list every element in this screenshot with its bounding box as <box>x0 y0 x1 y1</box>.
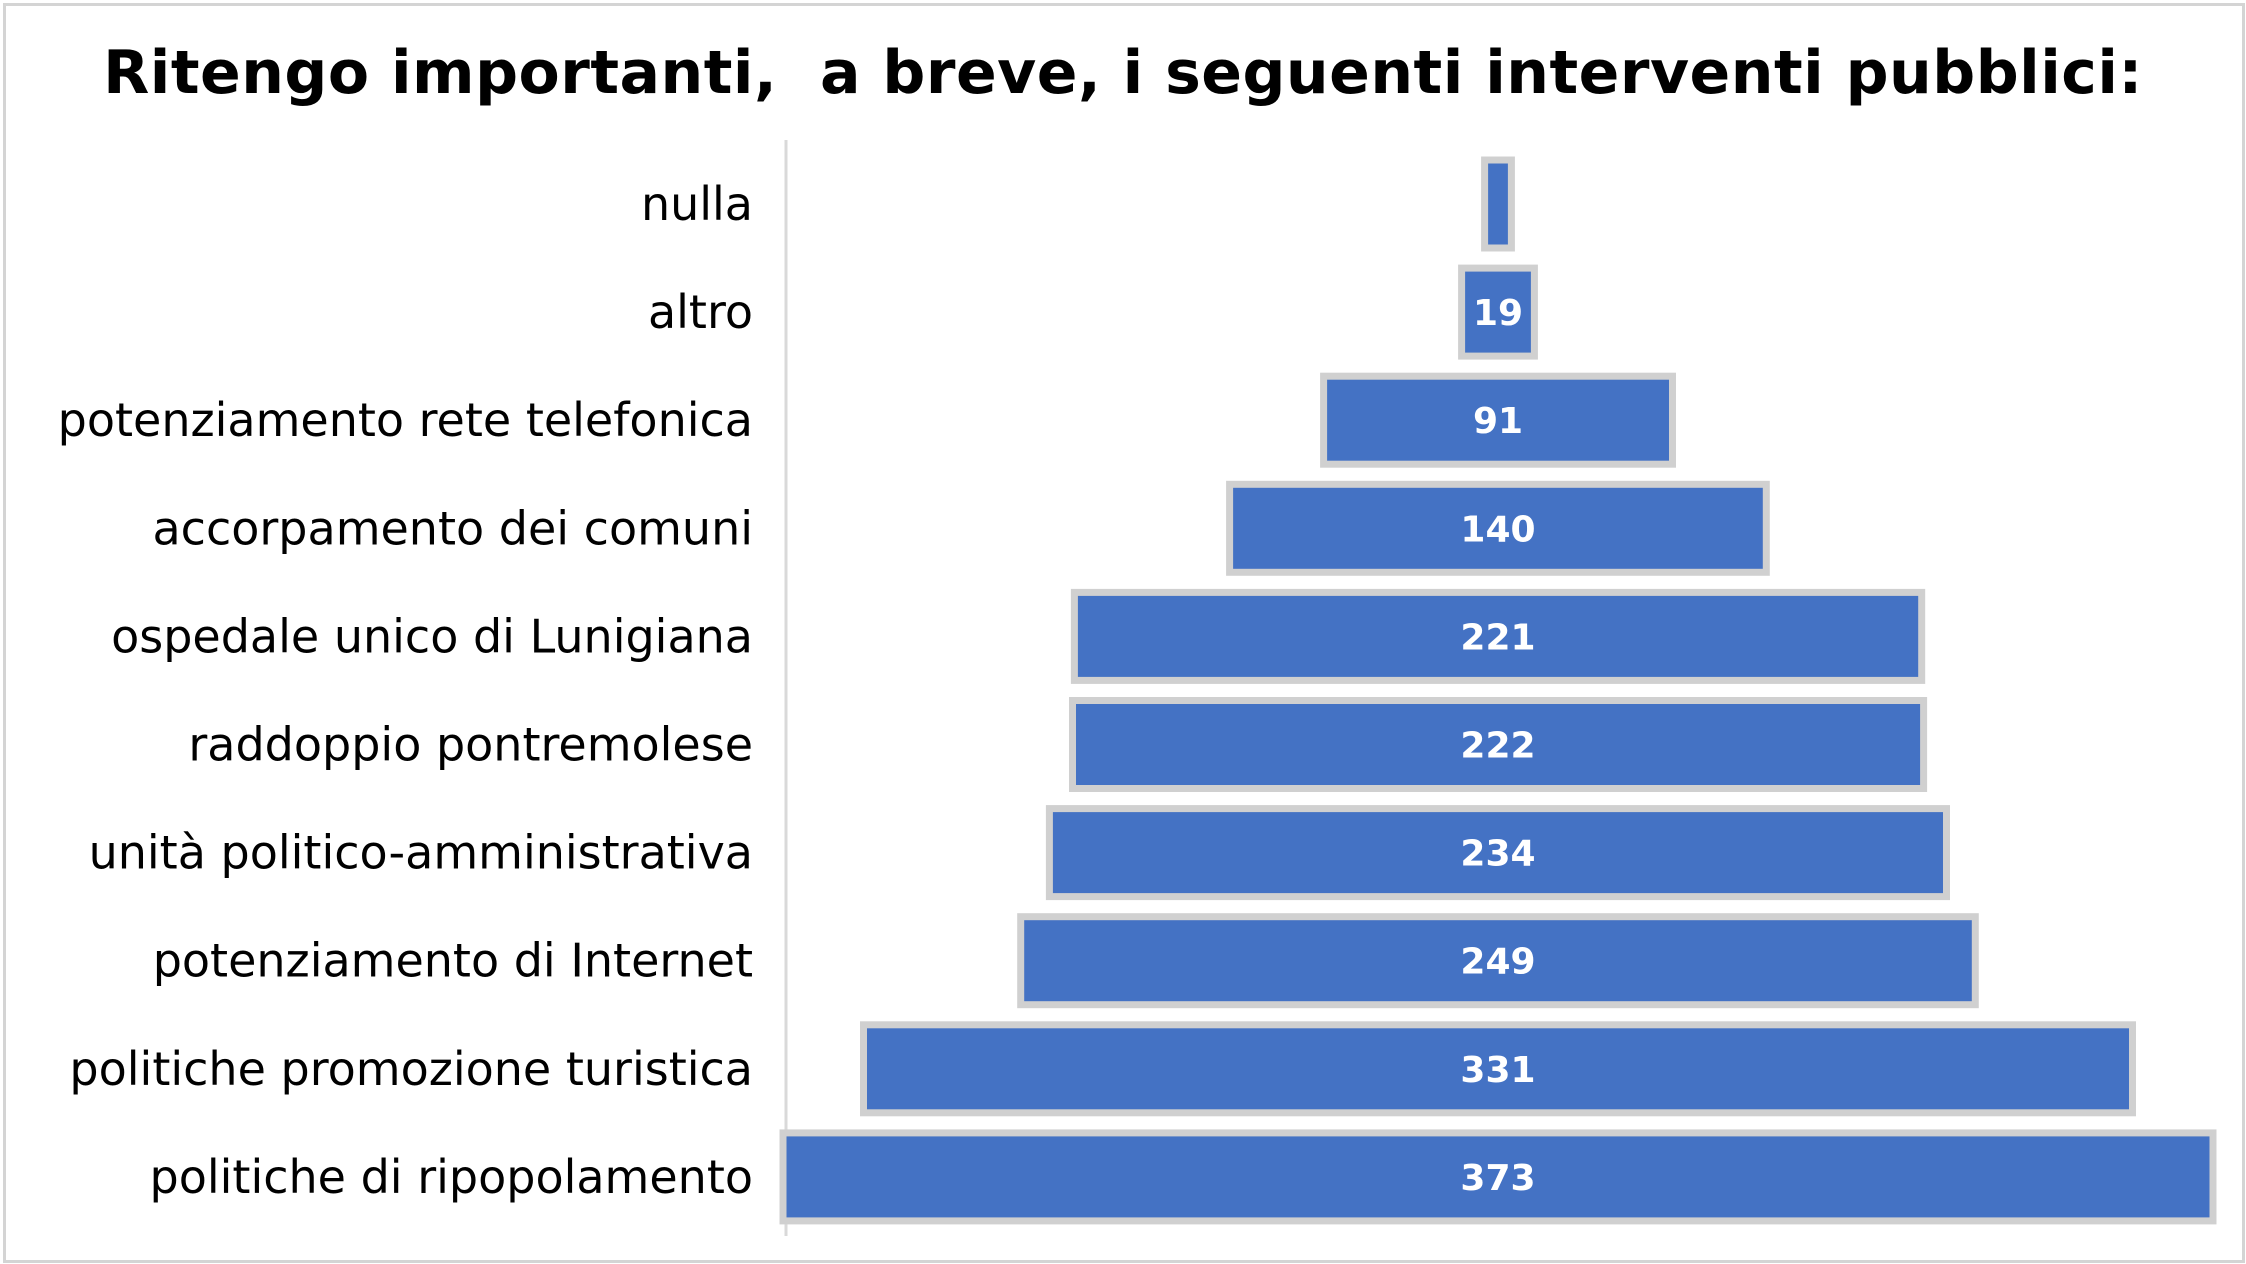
bar-4 <box>1070 588 1926 684</box>
bar-6 <box>1045 805 1950 901</box>
bar-8 <box>860 1021 2136 1117</box>
bar-9 <box>779 1129 2217 1225</box>
category-label: altro <box>648 285 753 339</box>
data-label: 221 <box>1460 617 1535 658</box>
bar-5 <box>1069 697 1928 792</box>
bar-3 <box>1226 480 1770 576</box>
category-label: nulla <box>641 177 753 231</box>
category-label: potenziamento di Internet <box>153 934 753 988</box>
data-label: 373 <box>1460 1158 1535 1199</box>
data-label: 249 <box>1460 942 1535 983</box>
data-label: 222 <box>1460 726 1535 767</box>
category-label: accorpamento dei comuni <box>152 501 753 555</box>
data-label: 331 <box>1460 1050 1535 1091</box>
bars-group <box>779 156 2217 1225</box>
data-label: 91 <box>1473 401 1523 442</box>
value-labels-group: 19 91 140 221 222 234 249 331 373 <box>1460 293 1535 1199</box>
category-label: unità politico-amministrativa <box>89 826 753 880</box>
data-label: 234 <box>1460 834 1535 875</box>
bar-0 <box>1481 156 1515 252</box>
data-label: 140 <box>1460 509 1535 550</box>
data-label: 19 <box>1473 293 1523 334</box>
category-label: politiche di ripopolamento <box>150 1150 753 1204</box>
bar-1 <box>1458 264 1538 360</box>
category-label: ospedale unico di Lunigiana <box>111 609 753 663</box>
category-label: politiche promozione turistica <box>69 1042 753 1096</box>
bar-7 <box>1017 913 1979 1009</box>
bar-2 <box>1320 372 1676 468</box>
category-label: raddoppio pontremolese <box>188 718 753 772</box>
category-labels-group: nulla altro potenziamento rete telefonica a… <box>58 177 753 1204</box>
chart-title: Ritengo importanti, a breve, i seguenti … <box>103 38 2143 108</box>
category-label: potenziamento rete telefonica <box>58 393 753 447</box>
